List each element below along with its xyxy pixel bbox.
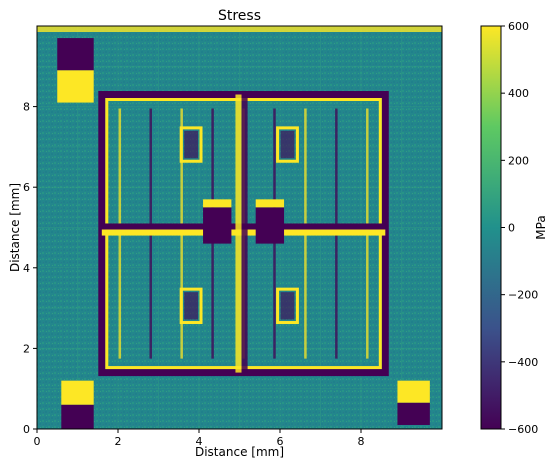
device-pad bbox=[276, 126, 299, 163]
cross-vertical-bright bbox=[235, 94, 242, 373]
device-pad-core bbox=[280, 130, 295, 159]
center-pad-left-rim bbox=[203, 199, 232, 208]
y-tick-label: 6 bbox=[23, 181, 30, 194]
center-pad-right-rim bbox=[255, 199, 285, 208]
y-tick-label: 4 bbox=[23, 262, 30, 275]
y-tick-label: 8 bbox=[23, 101, 30, 114]
y-axis-ticks: 0 2 4 6 8 bbox=[23, 101, 37, 436]
colorbar-ticks: 600 400 200 0 −200 −400 −600 bbox=[501, 20, 538, 436]
colorbar bbox=[480, 25, 502, 430]
device-pad bbox=[276, 287, 299, 325]
x-axis-label: Distance [mm] bbox=[195, 445, 284, 459]
center-pad-left bbox=[203, 207, 232, 244]
corner-pad-bottom-left-lower bbox=[61, 404, 94, 429]
corner-pad-bottom-right-lower bbox=[397, 402, 430, 425]
center-pad-right bbox=[255, 207, 285, 244]
top-edge-strip bbox=[37, 26, 442, 32]
x-tick-label: 6 bbox=[277, 435, 284, 448]
colorbar-tick-label: −200 bbox=[508, 289, 538, 302]
corner-pad-top-left-lower bbox=[57, 70, 94, 103]
colorbar-tick-label: 0 bbox=[508, 222, 515, 235]
device-pad-core bbox=[184, 130, 199, 159]
device-pad bbox=[179, 287, 203, 325]
device-pad bbox=[179, 126, 203, 163]
y-tick-label: 2 bbox=[23, 342, 30, 355]
y-tick-label: 0 bbox=[23, 423, 30, 436]
heatmap-plot bbox=[37, 26, 442, 429]
x-tick-label: 8 bbox=[358, 435, 365, 448]
x-tick-label: 2 bbox=[115, 435, 122, 448]
x-tick-label: 4 bbox=[196, 435, 203, 448]
y-axis-label: Distance [mm] bbox=[8, 183, 22, 272]
plot-frame bbox=[36, 25, 443, 430]
colorbar-label: MPa bbox=[534, 215, 548, 239]
colorbar-tick-label: 600 bbox=[508, 20, 529, 33]
corner-pad-top-left-upper bbox=[57, 38, 94, 71]
cross-vertical-dark bbox=[241, 94, 248, 373]
x-axis-ticks: 0 2 4 6 8 bbox=[34, 429, 365, 448]
chart-title: Stress bbox=[218, 8, 261, 24]
corner-pad-bottom-left-upper bbox=[61, 380, 94, 405]
corner-pad-bottom-right-upper bbox=[397, 380, 430, 403]
device-pad-core bbox=[184, 292, 199, 320]
colorbar-tick-label: −600 bbox=[508, 423, 538, 436]
x-tick-label: 0 bbox=[34, 435, 41, 448]
colorbar-tick-label: −400 bbox=[508, 356, 538, 369]
colorbar-tick-label: 400 bbox=[508, 87, 529, 100]
device-pad-core bbox=[280, 292, 295, 320]
colorbar-tick-label: 200 bbox=[508, 154, 529, 167]
